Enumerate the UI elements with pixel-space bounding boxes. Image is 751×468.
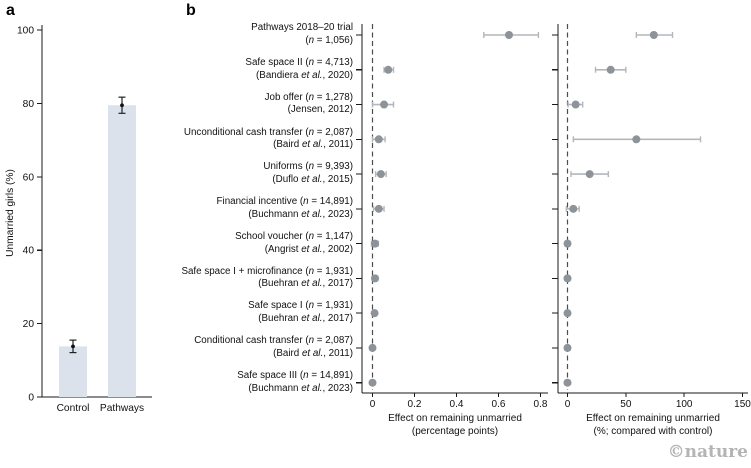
forest-point — [370, 309, 379, 318]
x-tick-label: 50 — [620, 399, 632, 410]
forest-point — [384, 65, 393, 74]
bar — [108, 105, 136, 398]
forest-point — [374, 135, 383, 144]
bar-mean-dot — [120, 103, 124, 108]
bar — [59, 346, 87, 397]
bar-category-label: Pathways — [100, 403, 144, 414]
study-label: Job offer (n = 1,278) (Jensen, 2012) — [264, 91, 353, 116]
forest-x-axis-title: (percentage points) — [412, 426, 498, 437]
forest-point — [563, 239, 572, 248]
x-tick-label: 0 — [565, 399, 571, 410]
study-label: Safe space II (n = 4,713) (Bandiera et al… — [245, 56, 353, 81]
study-label: Safe space I (n = 1,931) (Buehran et al.,… — [248, 300, 353, 325]
forest-point — [585, 170, 594, 179]
bar-chart-y-axis-title: Unmarried girls (%) — [5, 169, 16, 257]
x-tick-label: 0.2 — [408, 399, 422, 410]
study-label: Conditional cash transfer (n = 2,087) (Ba… — [194, 335, 353, 359]
forest-point — [569, 204, 578, 213]
forest-point — [649, 31, 658, 39]
bar-category-label: Control — [57, 403, 90, 414]
y-tick-label: 80 — [23, 99, 35, 110]
x-tick-label: 0.4 — [450, 399, 464, 410]
forest-x-axis-title: (%; compared with control) — [594, 426, 713, 437]
forest-point — [606, 65, 615, 74]
nature-watermark: ©nature — [667, 442, 748, 462]
forest-point — [380, 100, 389, 109]
panel-b-label: b — [186, 2, 196, 19]
study-label: Unconditional cash transfer (n = 2,087)(… — [183, 126, 353, 151]
forest-point — [632, 135, 641, 144]
forest-point — [563, 343, 572, 352]
forest-point — [368, 343, 377, 352]
forest-point — [505, 31, 513, 39]
study-label: School voucher (n = 1,147) (Angrist et al… — [235, 230, 353, 255]
forest-point — [563, 274, 572, 283]
x-tick-label: 0 — [370, 399, 376, 410]
forest-point — [571, 100, 580, 109]
forest-point — [376, 170, 385, 179]
forest-point — [563, 378, 572, 387]
y-tick-label: 60 — [23, 172, 35, 183]
study-label: Safe space III (n = 14,891) (Buchmann et … — [237, 369, 353, 394]
y-tick-label: 40 — [23, 246, 35, 257]
study-label: Pathways 2018–20 trial (n = 1,056) — [251, 22, 353, 46]
bar-mean-dot — [71, 344, 75, 349]
study-label: Uniforms (n = 9,393) (Duflo et al., 2015) — [263, 161, 353, 185]
forest-point — [371, 274, 380, 283]
y-tick-label: 0 — [28, 393, 34, 404]
forest-point — [371, 239, 380, 248]
x-tick-label: 0.8 — [534, 399, 548, 410]
x-tick-label: 100 — [676, 399, 693, 410]
panel-a-label: a — [6, 2, 15, 19]
x-tick-label: 150 — [734, 399, 751, 410]
forest-point — [374, 204, 383, 213]
forest-point — [563, 309, 572, 318]
y-tick-label: 100 — [17, 26, 34, 37]
study-label: Safe space I + microfinance (n = 1,931)(… — [181, 265, 353, 290]
y-tick-label: 20 — [23, 319, 35, 330]
x-tick-label: 0.6 — [492, 399, 506, 410]
forest-x-axis-title: Effect on remaining unmarried — [388, 413, 522, 424]
forest-x-axis-title: Effect on remaining unmarried — [586, 413, 720, 424]
study-label: Financial incentive (n = 14,891) (Buchman… — [216, 196, 353, 220]
forest-point — [368, 378, 377, 387]
